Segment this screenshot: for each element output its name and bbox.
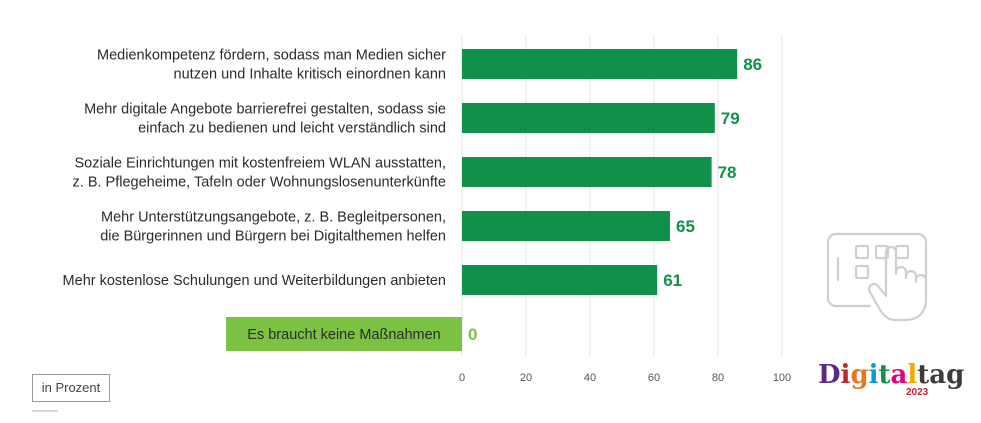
bars bbox=[226, 49, 738, 351]
x-tick-label: 100 bbox=[773, 372, 791, 384]
value-label: 61 bbox=[663, 271, 682, 290]
bar bbox=[462, 103, 715, 133]
category-label: Mehr Unterstützungsangebote, z. B. Begle… bbox=[100, 210, 446, 245]
digitaltag-logo: Digitaltag 2023 bbox=[818, 360, 964, 400]
bar bbox=[462, 211, 670, 241]
x-tick-label: 80 bbox=[712, 372, 724, 384]
tablet-touch-hand-icon bbox=[826, 232, 928, 322]
category-label-line: Mehr kostenlose Schulungen und Weiterbil… bbox=[63, 273, 446, 289]
bar bbox=[462, 49, 738, 79]
x-axis-tick-labels: 0 20 40 60 80 100 bbox=[459, 372, 791, 384]
category-label-line: Es braucht keine Maßnahmen bbox=[247, 327, 440, 343]
category-labels: Medienkompetenz fördern, sodass man Medi… bbox=[63, 48, 447, 344]
category-label-line: die Bürgerinnen und Bürgern bei Digitalt… bbox=[100, 229, 446, 245]
value-label: 79 bbox=[721, 109, 740, 128]
highlight-category-box bbox=[226, 317, 462, 351]
category-label-line: z. B. Pflegeheime, Tafeln oder Wohnungsl… bbox=[73, 175, 446, 191]
x-tick-label: 60 bbox=[648, 372, 660, 384]
category-label: Mehr digitale Angebote barrierefrei gest… bbox=[84, 102, 446, 137]
logo-letter: i bbox=[868, 360, 879, 390]
x-tick-label: 0 bbox=[459, 372, 465, 384]
logo-year: 2023 bbox=[906, 387, 929, 398]
category-label: Es braucht keine Maßnahmen bbox=[247, 327, 440, 343]
logo-letter: l bbox=[907, 360, 918, 390]
logo-letter: t bbox=[917, 360, 930, 390]
unit-divider bbox=[32, 410, 58, 412]
value-label: 86 bbox=[743, 55, 762, 74]
logo-letter: a bbox=[890, 360, 908, 390]
category-label-line: Mehr Unterstützungsangebote, z. B. Begle… bbox=[101, 210, 446, 226]
logo-letter: t bbox=[878, 360, 891, 390]
category-label: Soziale Einrichtungen mit kostenfreiem W… bbox=[73, 156, 446, 191]
category-label-line: einfach zu bedienen und leicht verständl… bbox=[138, 121, 446, 137]
value-label: 0 bbox=[468, 325, 477, 344]
logo-letter: g bbox=[946, 360, 965, 390]
x-tick-label: 40 bbox=[584, 372, 596, 384]
category-label-line: nutzen und Inhalte kritisch einordnen ka… bbox=[174, 67, 446, 83]
logo-letter: a bbox=[929, 360, 947, 390]
logo-letter: D bbox=[818, 360, 841, 390]
logo-letter: i bbox=[840, 360, 851, 390]
category-label-line: Medienkompetenz fördern, sodass man Medi… bbox=[97, 48, 446, 64]
value-labels: 86 79 78 65 61 0 bbox=[468, 55, 762, 344]
x-tick-label: 20 bbox=[520, 372, 532, 384]
value-label: 78 bbox=[718, 163, 737, 182]
bar bbox=[462, 265, 658, 295]
category-label: Mehr kostenlose Schulungen und Weiterbil… bbox=[63, 273, 446, 289]
bar bbox=[462, 157, 712, 187]
gridlines bbox=[461, 36, 783, 356]
logo-letter: g bbox=[850, 360, 869, 390]
unit-label: in Prozent bbox=[32, 374, 110, 402]
category-label-line: Soziale Einrichtungen mit kostenfreiem W… bbox=[74, 156, 446, 172]
category-label-line: Mehr digitale Angebote barrierefrei gest… bbox=[84, 102, 446, 118]
category-label: Medienkompetenz fördern, sodass man Medi… bbox=[97, 48, 446, 83]
value-label: 65 bbox=[676, 217, 695, 236]
digitaltag-wordmark: Digitaltag bbox=[818, 360, 964, 390]
